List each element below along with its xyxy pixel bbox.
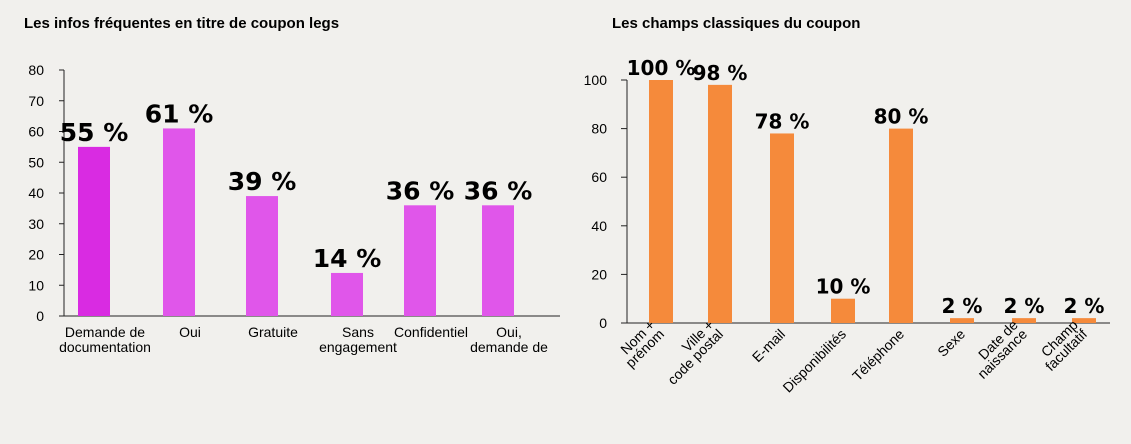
y-tick-label: 0 xyxy=(599,315,607,331)
category-label: Demande de documentation xyxy=(59,324,151,355)
bar xyxy=(889,128,913,323)
data-label: 2 % xyxy=(942,294,983,318)
data-label: 55 % xyxy=(60,118,129,147)
bar xyxy=(950,318,974,323)
category-label: Disponibilités xyxy=(779,326,849,396)
chart-2-title: Les champs classiques du coupon xyxy=(612,15,860,32)
bar xyxy=(831,298,855,323)
y-tick-label: 0 xyxy=(36,308,44,324)
y-tick-label: 50 xyxy=(28,154,44,170)
data-label: 2 % xyxy=(1004,294,1045,318)
y-tick-label: 20 xyxy=(591,266,607,282)
y-tick-label: 100 xyxy=(584,72,608,88)
y-tick-label: 40 xyxy=(591,218,607,234)
bar xyxy=(78,146,110,316)
y-tick-label: 10 xyxy=(28,277,44,293)
bar xyxy=(1072,318,1096,323)
bar xyxy=(770,133,794,323)
data-label: 98 % xyxy=(693,61,748,85)
y-tick-label: 70 xyxy=(28,93,44,109)
bar xyxy=(404,205,436,316)
chart-2-plot: 0 20 40 60 80 100 100 % Nom +prénom 98 % Ville +c… xyxy=(584,56,1110,395)
bar xyxy=(163,128,195,316)
data-label: 39 % xyxy=(228,167,297,196)
category-label: Sexe xyxy=(934,326,968,360)
category-label: Gratuite xyxy=(248,324,298,340)
category-label: Champfacultatif xyxy=(1033,316,1091,374)
category-label: Date denaissance xyxy=(965,316,1030,381)
bar xyxy=(649,80,673,323)
data-label: 10 % xyxy=(816,275,871,299)
category-label: Sans engagement xyxy=(319,324,397,355)
y-tick-label: 60 xyxy=(28,124,44,140)
data-label: 14 % xyxy=(313,244,382,273)
data-label: 36 % xyxy=(464,176,533,205)
y-tick-label: 20 xyxy=(28,247,44,263)
chart-1-title: Les infos fréquentes en titre de coupon … xyxy=(24,15,339,32)
y-tick-label: 60 xyxy=(591,169,607,185)
data-label: 80 % xyxy=(874,105,929,129)
data-label: 61 % xyxy=(145,99,214,128)
bar xyxy=(708,84,732,323)
data-label: 100 % xyxy=(627,56,696,80)
y-tick-label: 80 xyxy=(28,62,44,78)
category-label: Oui xyxy=(179,324,201,340)
chart-1-plot: 0 10 20 30 40 50 60 70 80 55 % Demande de documenta… xyxy=(28,62,560,355)
data-label: 78 % xyxy=(755,109,810,133)
bar xyxy=(246,196,278,316)
bar xyxy=(331,272,363,316)
data-label: 36 % xyxy=(386,176,455,205)
data-label: 2 % xyxy=(1064,294,1105,318)
category-label: Oui, demande de xyxy=(470,324,548,355)
category-label: Confidentiel xyxy=(394,324,468,340)
y-tick-label: 80 xyxy=(591,121,607,137)
category-label: E-mail xyxy=(749,326,788,365)
category-label: Ville +code postal xyxy=(655,317,726,388)
y-tick-label: 40 xyxy=(28,185,44,201)
bar xyxy=(1012,318,1036,323)
y-tick-label: 30 xyxy=(28,216,44,232)
bar xyxy=(482,205,514,316)
category-label: Nom +prénom xyxy=(613,317,667,371)
category-label: Téléphone xyxy=(849,326,907,384)
